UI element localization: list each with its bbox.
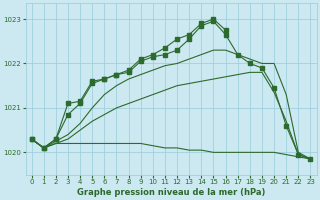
X-axis label: Graphe pression niveau de la mer (hPa): Graphe pression niveau de la mer (hPa) xyxy=(77,188,265,197)
